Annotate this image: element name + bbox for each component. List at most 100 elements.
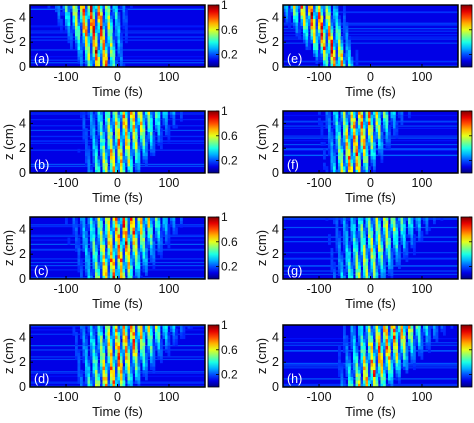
colorbar	[460, 4, 473, 68]
heatmap-area	[283, 325, 458, 387]
y-tick-label: 2	[272, 247, 279, 261]
pulse-intensity	[325, 217, 444, 279]
colorbar	[207, 4, 220, 68]
colorbar-tick-label: 0.6	[221, 235, 238, 249]
colorbar	[207, 216, 220, 280]
y-axis-title: z (cm)	[1, 18, 16, 54]
x-tick-label: 100	[412, 390, 433, 404]
colorbar-tick-label: 1	[221, 210, 228, 224]
x-axis-title: Time (fs)	[345, 190, 396, 205]
panel-label: (e)	[287, 52, 302, 66]
y-tick-label: 0	[272, 380, 279, 394]
colorbar	[460, 324, 473, 388]
panel-label: (a)	[34, 52, 49, 66]
pulse-intensity	[65, 217, 183, 279]
x-tick-label: -100	[307, 390, 332, 404]
y-tick-label: 2	[19, 35, 26, 49]
y-tick-label: 2	[272, 35, 279, 49]
y-tick-label: 0	[19, 380, 26, 394]
colorbar-tick-label: 0.6	[221, 129, 238, 143]
colorbar-tick-label: 0.6	[221, 23, 238, 37]
pulse-intensity	[283, 5, 359, 67]
y-axis-title: z (cm)	[254, 124, 269, 160]
y-tick-label: 4	[272, 330, 279, 344]
x-tick-label: 100	[159, 70, 180, 84]
panel-d: (d) -100 0 100 0 2 4 Time (fs) z (cm) 0.2 0.6 1	[1, 318, 238, 419]
x-tick-label: 0	[367, 282, 374, 296]
heatmap-area	[283, 217, 458, 279]
y-tick-label: 4	[272, 116, 279, 130]
y-tick-label: 2	[272, 141, 279, 155]
y-axis-title: z (cm)	[254, 338, 269, 374]
y-tick-label: 4	[19, 222, 26, 236]
panel-label: (f)	[287, 158, 299, 172]
x-tick-label: 0	[367, 176, 374, 190]
panel-label: (h)	[287, 372, 302, 386]
y-tick-label: 0	[272, 272, 279, 286]
x-axis-title: Time (fs)	[345, 296, 396, 311]
x-tick-label: -100	[54, 176, 79, 190]
y-axis-title: z (cm)	[1, 338, 16, 374]
pulse-intensity	[318, 111, 411, 173]
x-tick-label: 100	[159, 390, 180, 404]
colorbar-tick-label: 0.2	[221, 260, 238, 274]
x-tick-label: 0	[114, 176, 121, 190]
colorbar	[207, 110, 220, 174]
y-tick-label: 0	[19, 272, 26, 286]
x-tick-label: 0	[367, 390, 374, 404]
colorbar	[207, 324, 220, 388]
x-axis-title: Time (fs)	[345, 404, 396, 419]
x-axis-title: Time (fs)	[92, 190, 143, 205]
x-axis-title: Time (fs)	[92, 404, 143, 419]
x-tick-label: -100	[307, 282, 332, 296]
y-tick-label: 4	[19, 10, 26, 24]
y-tick-label: 4	[19, 330, 26, 344]
x-tick-label: 100	[412, 176, 433, 190]
x-tick-label: 100	[412, 282, 433, 296]
x-tick-label: -100	[54, 70, 79, 84]
y-tick-label: 0	[272, 166, 279, 180]
y-tick-label: 2	[19, 247, 26, 261]
panel-b: (b) -100 0 100 0 2 4 Time (fs) z (cm) 0.2 0.6 1	[1, 104, 238, 205]
y-tick-label: 0	[19, 60, 26, 74]
panel-label: (g)	[287, 264, 302, 278]
colorbar-tick-label: 1	[221, 0, 228, 12]
panel-label: (d)	[34, 372, 49, 386]
pulse-intensity	[72, 325, 193, 387]
panel-c: (c) -100 0 100 0 2 4 Time (fs) z (cm) 0.2 0.6 1	[1, 210, 238, 311]
y-tick-label: 2	[19, 141, 26, 155]
colorbar-tick-label: 0.6	[221, 343, 238, 357]
y-tick-label: 2	[272, 355, 279, 369]
colorbar	[460, 216, 473, 280]
colorbar-tick-label: 1	[221, 318, 228, 332]
x-axis-title: Time (fs)	[345, 84, 396, 99]
x-tick-label: -100	[307, 176, 332, 190]
y-tick-label: 4	[272, 10, 279, 24]
y-tick-label: 2	[19, 355, 26, 369]
heatmap-area	[283, 111, 458, 173]
panel-a: (a) -100 0 100 0 2 4 Time (fs) z (cm) 0.2 0.6 1	[1, 0, 238, 99]
colorbar-tick-label: 0.2	[221, 368, 238, 382]
y-axis-title: z (cm)	[1, 230, 16, 266]
colorbar-tick-label: 0.2	[221, 48, 238, 62]
colorbar	[460, 110, 473, 174]
x-tick-label: 0	[114, 390, 121, 404]
x-tick-label: 0	[367, 70, 374, 84]
x-axis-title: Time (fs)	[92, 84, 143, 99]
x-tick-label: -100	[307, 70, 332, 84]
heatmap-area	[283, 5, 458, 67]
x-tick-label: 100	[159, 176, 180, 190]
colorbar-tick-label: 1	[221, 104, 228, 118]
heatmap-area	[30, 5, 205, 67]
y-axis-title: z (cm)	[1, 124, 16, 160]
x-tick-label: -100	[54, 390, 79, 404]
y-tick-label: 4	[19, 116, 26, 130]
pulse-intensity	[47, 5, 133, 67]
heatmap-area	[30, 111, 205, 173]
x-axis-title: Time (fs)	[92, 296, 143, 311]
y-axis-title: z (cm)	[254, 230, 269, 266]
y-tick-label: 0	[272, 60, 279, 74]
